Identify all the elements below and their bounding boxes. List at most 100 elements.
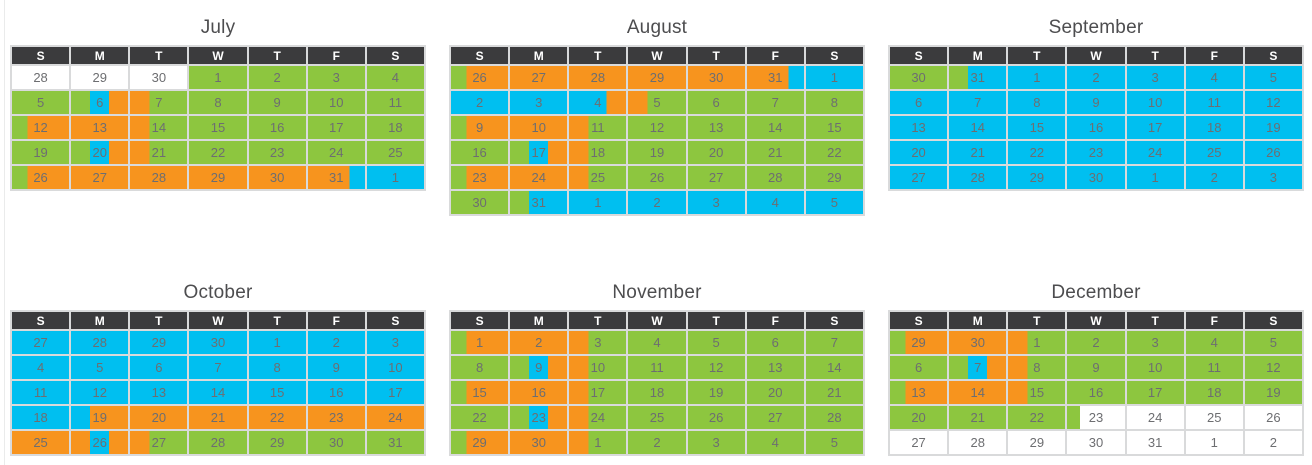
day-cell: 2 — [628, 191, 686, 214]
day-number: 26 — [649, 170, 665, 185]
month-grid: S M T W T F S 30 31 1 2 3 4 5 6 7 8 9 10 11 12 13 14 15 16 17 18 19… — [888, 45, 1304, 191]
day-number: 30 — [472, 195, 487, 210]
day-cell: 16 — [510, 381, 568, 404]
day-cell: 6 — [71, 91, 129, 114]
day-number: 28 — [92, 335, 107, 350]
day-number: 20 — [92, 145, 107, 160]
day-cell: 25 — [1185, 141, 1243, 164]
day-number: 9 — [332, 360, 340, 375]
day-number: 31 — [531, 195, 546, 210]
day-number: 2 — [475, 95, 484, 110]
day-cell: 9 — [1067, 91, 1125, 114]
day-number: 1 — [214, 70, 222, 85]
day-cell: 2 — [1244, 431, 1302, 454]
day-cell: 2 — [451, 91, 509, 114]
day-cell: 1 — [805, 66, 863, 89]
day-number: 22 — [1029, 410, 1045, 425]
day-cell: 9 — [248, 91, 306, 114]
day-cell: 29 — [248, 431, 306, 454]
day-cell: 30 — [1067, 166, 1125, 189]
day-cell: 20 — [130, 406, 188, 429]
day-number: 29 — [151, 335, 167, 350]
day-cell: 24 — [307, 141, 365, 164]
day-cell: 7 — [130, 91, 188, 114]
day-number: 3 — [1269, 170, 1278, 185]
day-cell: 16 — [1067, 381, 1125, 404]
day-number: 1 — [475, 335, 484, 350]
day-number: 14 — [151, 120, 167, 135]
day-number: 13 — [92, 120, 107, 135]
day-number: 1 — [1151, 170, 1159, 185]
day-cell: 27 — [510, 66, 568, 89]
day-cell: 5 — [12, 91, 70, 114]
day-cell: 25 — [1185, 406, 1243, 429]
weekday-header: M — [949, 312, 1007, 329]
day-number: 30 — [329, 435, 344, 450]
weekday-header: T — [687, 47, 745, 64]
day-number: 19 — [708, 385, 724, 400]
day-cell: 31 — [1126, 431, 1184, 454]
day-cell: 19 — [12, 141, 70, 164]
day-cell: 12 — [687, 356, 745, 379]
day-number: 30 — [1088, 435, 1104, 450]
day-number: 5 — [653, 95, 661, 110]
day-cell: 13 — [71, 116, 129, 139]
day-cell: 6 — [746, 331, 804, 354]
day-cell: 10 — [307, 91, 365, 114]
day-number: 15 — [269, 385, 285, 400]
weekday-header: T — [1126, 312, 1184, 329]
day-number: 28 — [590, 70, 606, 85]
day-cell: 21 — [189, 406, 247, 429]
day-number: 28 — [970, 170, 985, 185]
month-title: November — [612, 282, 702, 303]
day-cell: 6 — [890, 91, 948, 114]
day-number: 30 — [1088, 170, 1104, 185]
day-number: 21 — [970, 410, 985, 425]
day-cell: 5 — [805, 191, 863, 214]
day-cell: 17 — [510, 141, 568, 164]
day-cell: 11 — [12, 381, 70, 404]
day-cell: 16 — [1067, 116, 1125, 139]
day-cell: 12 — [12, 116, 70, 139]
day-cell: 15 — [189, 116, 247, 139]
day-number: 12 — [1266, 95, 1281, 110]
day-number: 8 — [1033, 360, 1041, 375]
day-cell: 13 — [890, 381, 948, 404]
day-number: 18 — [1207, 385, 1222, 400]
weekday-header: W — [628, 47, 686, 64]
day-cell: 29 — [805, 166, 863, 189]
day-number: 3 — [1151, 70, 1159, 85]
day-number: 13 — [768, 360, 783, 375]
day-cell: 18 — [1185, 116, 1243, 139]
month-title: October — [183, 282, 253, 303]
day-number: 30 — [531, 435, 546, 450]
day-number: 7 — [155, 95, 163, 110]
day-cell: 7 — [949, 91, 1007, 114]
day-number: 10 — [1147, 360, 1163, 375]
day-cell: 1 — [366, 166, 424, 189]
day-cell: 10 — [510, 116, 568, 139]
day-cell: 4 — [366, 66, 424, 89]
day-number: 27 — [33, 335, 48, 350]
day-number: 25 — [649, 410, 665, 425]
day-number: 28 — [827, 410, 842, 425]
day-cell: 18 — [1185, 381, 1243, 404]
day-number: 6 — [771, 335, 779, 350]
day-cell: 12 — [1244, 91, 1302, 114]
day-number: 12 — [708, 360, 724, 375]
day-number: 9 — [475, 120, 484, 135]
day-number: 28 — [210, 435, 226, 450]
day-number: 31 — [768, 70, 783, 85]
day-number: 16 — [1088, 385, 1104, 400]
day-cell: 6 — [687, 91, 745, 114]
day-cell: 19 — [71, 406, 129, 429]
day-number: 4 — [594, 95, 602, 110]
day-cell: 7 — [949, 356, 1007, 379]
day-cell: 23 — [510, 406, 568, 429]
day-cell: 14 — [949, 381, 1007, 404]
day-number: 10 — [1147, 95, 1163, 110]
day-cell: 25 — [569, 166, 627, 189]
day-number: 12 — [1266, 360, 1281, 375]
month-grid: S M T W T F S 27 28 29 30 1 2 3 4 5 6 7 8 9 10 11 12 13 14 15 16 17… — [10, 310, 426, 456]
day-number: 24 — [590, 410, 606, 425]
